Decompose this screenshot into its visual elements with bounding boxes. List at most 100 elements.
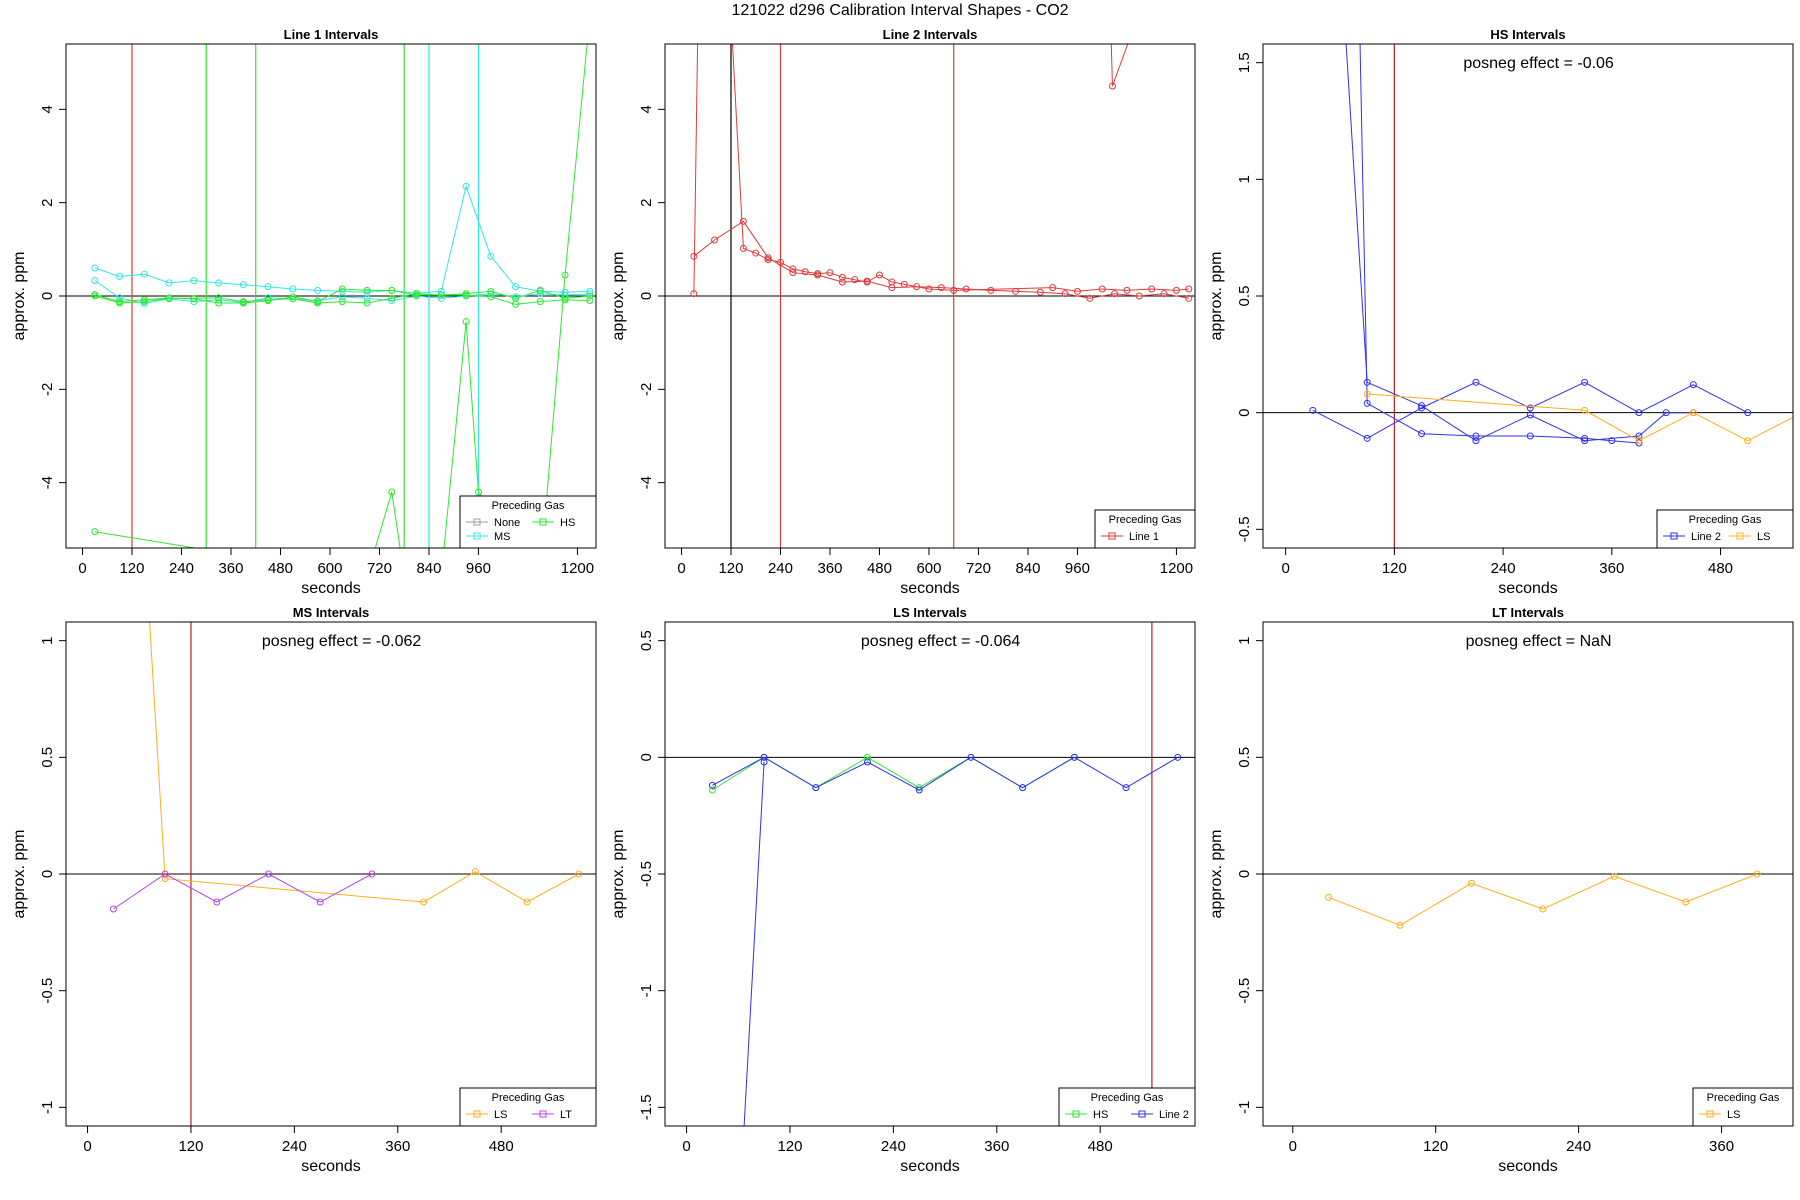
data-point (1610, 872, 1618, 880)
y-tick-label: -2 (39, 383, 56, 396)
data-point (561, 271, 569, 279)
x-tick-label: 960 (1065, 560, 1090, 577)
legend-entry: LS (1757, 531, 1770, 543)
data-point (363, 294, 371, 302)
x-tick-label: 0 (677, 560, 685, 577)
data-point (801, 268, 809, 276)
data-point (289, 285, 297, 293)
data-point (536, 298, 544, 306)
y-tick-label: 1 (1236, 175, 1253, 183)
data-point (512, 283, 520, 291)
legend-entry: LS (494, 1109, 507, 1121)
x-tick-label: 0 (78, 560, 86, 577)
x-axis-label: seconds (301, 580, 361, 597)
y-tick-label: -4 (39, 476, 56, 489)
plot-frame (664, 621, 1196, 1127)
data-point (875, 271, 883, 279)
data-point (710, 236, 718, 244)
plot-area (1263, 44, 1793, 548)
data-point (888, 284, 896, 292)
data-point (388, 286, 396, 294)
legend-entry: None (494, 517, 520, 529)
panel-title: Line 1 Intervals (284, 27, 379, 42)
data-point (1635, 409, 1643, 417)
data-point (864, 758, 872, 766)
data-point (1539, 905, 1547, 913)
x-tick-label: 480 (1088, 1138, 1113, 1155)
data-point (586, 297, 594, 305)
x-tick-label: 840 (1015, 560, 1040, 577)
data-point (1689, 381, 1697, 389)
legend-entry: Line 1 (1129, 531, 1159, 543)
data-point (1123, 286, 1131, 294)
legend-entry: Line 2 (1159, 1109, 1189, 1121)
data-point (161, 870, 169, 878)
x-tick-label: 0 (682, 1138, 690, 1155)
x-tick-label: 600 (916, 560, 941, 577)
data-point (1396, 921, 1404, 929)
data-point (91, 264, 99, 272)
x-tick-label: 360 (385, 1138, 410, 1155)
data-point (789, 265, 797, 273)
data-point (1363, 390, 1371, 398)
x-tick-label: 0 (83, 1138, 91, 1155)
series-line (94, 184, 590, 294)
legend: Preceding Gas LS LT (459, 1087, 597, 1127)
data-point (215, 299, 223, 307)
data-point (586, 292, 594, 300)
x-tick-label: 480 (268, 560, 293, 577)
x-tick-label: 120 (718, 560, 743, 577)
legend-title: Preceding Gas (492, 500, 565, 512)
data-point (1109, 82, 1117, 90)
data-point (462, 318, 470, 326)
data-point (1581, 406, 1589, 414)
x-tick-label: 960 (466, 560, 491, 577)
data-point (561, 296, 569, 304)
data-point (109, 905, 117, 913)
data-point (1472, 378, 1480, 386)
data-point (116, 299, 124, 307)
legend-entry: LT (560, 1109, 572, 1121)
data-point (264, 296, 272, 304)
plot-area (66, 622, 596, 1126)
data-point (690, 252, 698, 260)
x-axis-label: seconds (301, 1158, 361, 1175)
y-tick-label: -1 (1236, 1101, 1253, 1114)
y-tick-label: -0.5 (1236, 516, 1253, 542)
x-tick-label: 840 (416, 560, 441, 577)
series-line (1312, 381, 1748, 439)
y-tick-label: 0 (1236, 408, 1253, 416)
y-tick-label: -0.5 (1236, 978, 1253, 1004)
series-line (94, 44, 588, 548)
data-point (338, 285, 346, 293)
data-point (1160, 290, 1168, 298)
data-point (512, 300, 520, 308)
y-tick-label: 4 (638, 105, 655, 113)
data-point (471, 868, 479, 876)
data-point (962, 285, 970, 293)
data-point (690, 290, 698, 298)
legend: Preceding Gas LS (1692, 1087, 1794, 1127)
data-point (863, 277, 871, 285)
data-point (760, 758, 768, 766)
data-point (1526, 432, 1534, 440)
data-point (851, 276, 859, 284)
data-point (165, 279, 173, 287)
y-tick-label: -4 (638, 476, 655, 489)
data-point (1070, 753, 1078, 761)
x-tick-label: 480 (867, 560, 892, 577)
data-point (116, 272, 124, 280)
data-point (1049, 284, 1057, 292)
posneg-annotation: posneg effect = NaN (1466, 633, 1612, 650)
data-point (586, 287, 594, 295)
data-point (1418, 402, 1426, 410)
legend-swatch-marker (539, 518, 547, 526)
data-point (1122, 784, 1130, 792)
data-point (213, 898, 221, 906)
data-point (338, 293, 346, 301)
x-tick-label: 120 (777, 1138, 802, 1155)
x-tick-label: 120 (1423, 1138, 1448, 1155)
data-point (987, 286, 995, 294)
data-point (1363, 399, 1371, 407)
